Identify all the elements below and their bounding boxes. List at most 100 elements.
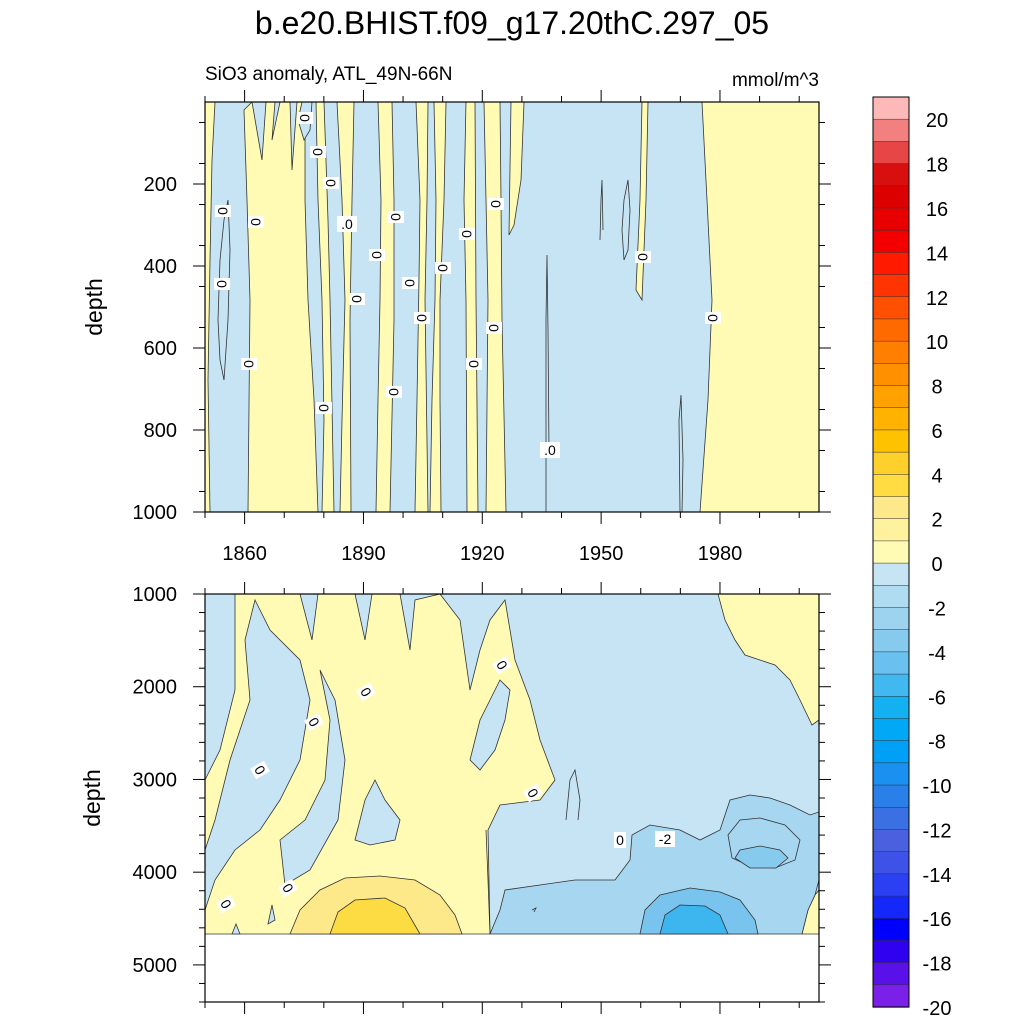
- contour-label-text: 0: [214, 280, 230, 288]
- lower-positive-region-east: [717, 594, 819, 726]
- contour-label-box: [356, 682, 376, 702]
- colorbar-swatch: [872, 451, 910, 475]
- colorbar-swatch: [872, 562, 910, 586]
- colorbar-label: -8: [928, 732, 946, 754]
- contour-label-text: 0: [402, 279, 418, 287]
- upper-contour-labels: 0 0 0 0 0 0 0 0 0 0 0 0 0 0 0 0 0 0 0 0 0 .0 .0: [214, 112, 721, 458]
- contour-label-text: 0: [248, 218, 264, 226]
- contour-label: 0: [216, 894, 236, 914]
- contour-label-text: 0: [459, 230, 475, 238]
- colorbar-swatch: [872, 740, 910, 764]
- upper-positive-band: [463, 102, 479, 512]
- contour-label: 0: [241, 358, 257, 370]
- y-tick-label-lower: 3000: [133, 769, 178, 791]
- contour-label: 0: [214, 278, 230, 290]
- colorbar-swatch: [872, 651, 910, 675]
- colorbar-swatch: [872, 784, 910, 808]
- colorbar-swatch: [872, 940, 910, 964]
- contour-label-text: 0: [323, 179, 339, 187]
- lower-negative-bottom-c: [734, 845, 789, 869]
- contour-label: 0: [323, 177, 339, 189]
- colorbar-swatch: [872, 274, 910, 298]
- upper-positive-band: [336, 102, 355, 512]
- x-tick-label-upper: 1950: [579, 543, 624, 565]
- contour-label-box: [369, 249, 385, 261]
- y-tick-label-upper: 400: [144, 256, 177, 278]
- contour-label-box: [388, 211, 404, 223]
- colorbar-label: 12: [926, 288, 948, 310]
- units-label: mmol/m^3: [732, 70, 819, 91]
- contour-label-text: 0: [635, 253, 651, 261]
- contour-label: .0: [540, 442, 560, 458]
- contour-label-box: [488, 198, 504, 210]
- contour-label-box: [414, 312, 430, 324]
- colorbar-swatch: [872, 496, 910, 520]
- contour-label-box: [466, 358, 482, 370]
- contour-label-box: [492, 655, 512, 675]
- colorbar-label: 0: [931, 554, 942, 576]
- colorbar-label: 16: [926, 199, 948, 221]
- contour-label-box: [655, 831, 675, 847]
- lower-negative-patch: [279, 669, 346, 886]
- contour-label-text: 0: [297, 114, 313, 122]
- contour-label-text: 0: [616, 832, 624, 848]
- contour-label-box: [386, 386, 402, 398]
- contour-label-text: 0: [488, 200, 504, 208]
- colorbar-swatch: [872, 962, 910, 986]
- colorbar-label: 10: [926, 332, 948, 354]
- contour-label: 0: [635, 251, 651, 263]
- contour-label: 0: [215, 205, 231, 217]
- contour-label-text: 0: [414, 314, 430, 322]
- chart-subtitle: SiO3 anomaly, ATL_49N-66N: [205, 64, 452, 85]
- contour-label-text: 0: [215, 207, 231, 215]
- contour-label-text: 0: [486, 324, 502, 332]
- contour-label-text: -2: [659, 831, 672, 847]
- contour-label: .0: [337, 216, 357, 232]
- contour-label: 0: [386, 386, 402, 398]
- contour-label-text: 0: [435, 264, 451, 272]
- contour-label-box: [349, 293, 365, 305]
- contour-label-box: [316, 402, 332, 414]
- contour-label-text: 0: [316, 404, 332, 412]
- contour-label-text: 0: [388, 213, 404, 221]
- x-tick-label-upper: 1980: [698, 543, 743, 565]
- contour-label: 0: [466, 358, 482, 370]
- upper-positive-band: [414, 102, 429, 512]
- colorbar-swatch: [872, 429, 910, 453]
- y-tick-label-lower: 4000: [133, 862, 178, 884]
- colorbar-label: -16: [923, 909, 952, 931]
- lower-negative-bottom-e: [659, 904, 729, 935]
- colorbar-label: -2: [928, 598, 946, 620]
- contour-label-box: [214, 278, 230, 290]
- colorbar-swatch: [872, 718, 910, 742]
- colorbar-swatch: [872, 607, 910, 631]
- colorbar-label: 14: [926, 243, 948, 265]
- contour-label: 0: [614, 832, 626, 848]
- colorbar-swatch: [872, 629, 910, 653]
- upper-contour-line: [545, 254, 550, 512]
- lower-negative-patch: [354, 779, 401, 846]
- y-tick-label-lower: 1000: [133, 584, 178, 606]
- colorbar-swatch: [872, 385, 910, 409]
- upper-panel: 0 0 0 0 0 0 0 0 0 0 0 0 0 0 0 0 0 0 0 0 0 .0 .0 200 400 600 800 10…: [133, 90, 831, 565]
- contour-label: 0: [250, 760, 270, 780]
- contour-label-box: [486, 322, 502, 334]
- colorbar-swatch: [872, 829, 910, 853]
- y-axis-label-upper: depth: [81, 278, 107, 336]
- contour-label: -2: [655, 831, 675, 847]
- contour-label: 0: [310, 146, 326, 158]
- contour-label-text: .0: [544, 442, 556, 458]
- colorbar-swatch: [872, 984, 910, 1008]
- contour-label: 0: [523, 783, 543, 803]
- upper-negative-patch: [621, 179, 631, 261]
- contour-label-box: [540, 442, 560, 458]
- contour-label: 0: [492, 655, 512, 675]
- contour-label: 0: [297, 112, 313, 124]
- colorbar-swatch: [872, 296, 910, 320]
- contour-label: 0: [369, 249, 385, 261]
- upper-plot-frame: [204, 101, 820, 513]
- x-tick-label-upper: 1920: [460, 543, 505, 565]
- colorbar-swatch: [872, 585, 910, 609]
- contour-label: 0: [278, 878, 298, 898]
